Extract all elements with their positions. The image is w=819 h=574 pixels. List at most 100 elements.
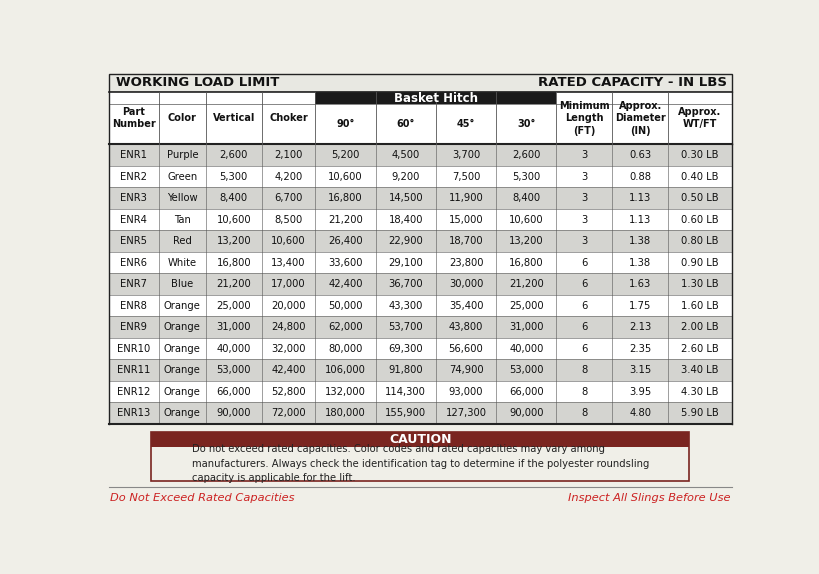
- Text: 1.63: 1.63: [628, 279, 650, 289]
- Text: 4.30 LB: 4.30 LB: [681, 387, 717, 397]
- Text: Color: Color: [168, 113, 197, 123]
- Text: 42,400: 42,400: [328, 279, 362, 289]
- Text: 20,000: 20,000: [271, 301, 305, 311]
- Text: 5,300: 5,300: [219, 172, 247, 181]
- Text: 13,200: 13,200: [216, 236, 251, 246]
- Text: RATED CAPACITY - IN LBS: RATED CAPACITY - IN LBS: [537, 76, 726, 89]
- Bar: [109, 73, 731, 92]
- Text: 90°: 90°: [336, 119, 354, 129]
- Text: 16,800: 16,800: [328, 193, 362, 203]
- Text: 3,700: 3,700: [451, 150, 480, 160]
- Text: 4,500: 4,500: [391, 150, 419, 160]
- Text: 0.60 LB: 0.60 LB: [681, 215, 718, 224]
- Text: 2.00 LB: 2.00 LB: [681, 322, 718, 332]
- Text: 16,800: 16,800: [509, 258, 543, 267]
- Bar: [109, 209, 731, 230]
- Bar: [109, 187, 731, 209]
- Text: Inspect All Slings Before Use: Inspect All Slings Before Use: [567, 492, 730, 503]
- Text: 90,000: 90,000: [509, 408, 543, 418]
- Text: 132,000: 132,000: [324, 387, 365, 397]
- Text: Yellow: Yellow: [167, 193, 197, 203]
- Text: ENR11: ENR11: [117, 365, 151, 375]
- Text: ENR7: ENR7: [120, 279, 147, 289]
- Text: 5,200: 5,200: [331, 150, 360, 160]
- Text: Approx.
Diameter
(IN): Approx. Diameter (IN): [614, 101, 665, 135]
- Text: ENR9: ENR9: [120, 322, 147, 332]
- Text: 4,200: 4,200: [274, 172, 302, 181]
- Text: 3.95: 3.95: [628, 387, 650, 397]
- Text: 8: 8: [581, 387, 586, 397]
- Text: 2,100: 2,100: [274, 150, 302, 160]
- Text: Choker: Choker: [269, 113, 307, 123]
- Text: 40,000: 40,000: [509, 344, 543, 354]
- Text: 0.90 LB: 0.90 LB: [681, 258, 718, 267]
- Text: 10,600: 10,600: [216, 215, 251, 224]
- Text: Vertical: Vertical: [212, 113, 255, 123]
- Text: 1.60 LB: 1.60 LB: [681, 301, 718, 311]
- Text: Purple: Purple: [166, 150, 198, 160]
- Text: 10,600: 10,600: [271, 236, 305, 246]
- Text: 0.63: 0.63: [628, 150, 650, 160]
- Text: 2.60 LB: 2.60 LB: [681, 344, 718, 354]
- Text: 3: 3: [581, 193, 586, 203]
- Text: 4.80: 4.80: [628, 408, 650, 418]
- Text: 6: 6: [581, 279, 587, 289]
- Text: ENR8: ENR8: [120, 301, 147, 311]
- Text: 43,800: 43,800: [448, 322, 482, 332]
- Text: 22,900: 22,900: [388, 236, 423, 246]
- Bar: [109, 359, 731, 381]
- Text: 13,400: 13,400: [271, 258, 305, 267]
- Text: 16,800: 16,800: [216, 258, 251, 267]
- Text: 1.13: 1.13: [628, 193, 650, 203]
- Text: Orange: Orange: [164, 344, 201, 354]
- Text: 1.38: 1.38: [628, 236, 650, 246]
- Text: 33,600: 33,600: [328, 258, 362, 267]
- Bar: [109, 273, 731, 295]
- Text: 31,000: 31,000: [509, 322, 543, 332]
- Text: White: White: [168, 258, 197, 267]
- Text: 8: 8: [581, 408, 586, 418]
- Bar: [109, 252, 731, 273]
- Bar: [109, 166, 731, 187]
- Text: Approx.
WT/FT: Approx. WT/FT: [677, 107, 721, 129]
- Text: 32,000: 32,000: [271, 344, 305, 354]
- Bar: [109, 144, 731, 166]
- Bar: [152, 432, 688, 481]
- Text: Orange: Orange: [164, 408, 201, 418]
- Text: CAUTION: CAUTION: [388, 433, 451, 446]
- Text: 60°: 60°: [396, 119, 414, 129]
- Text: 25,000: 25,000: [509, 301, 543, 311]
- Text: 8: 8: [581, 365, 586, 375]
- Text: 21,200: 21,200: [509, 279, 543, 289]
- Bar: [109, 338, 731, 359]
- Text: 9,200: 9,200: [391, 172, 419, 181]
- Text: 6,700: 6,700: [274, 193, 302, 203]
- Text: 106,000: 106,000: [324, 365, 365, 375]
- Bar: [152, 432, 688, 447]
- Text: 8,400: 8,400: [219, 193, 247, 203]
- Text: Part
Number: Part Number: [112, 107, 156, 129]
- Text: 11,900: 11,900: [448, 193, 483, 203]
- Text: 53,700: 53,700: [388, 322, 423, 332]
- Text: 18,700: 18,700: [448, 236, 482, 246]
- Text: 3.15: 3.15: [628, 365, 650, 375]
- Text: 3: 3: [581, 150, 586, 160]
- Text: Orange: Orange: [164, 322, 201, 332]
- Text: 6: 6: [581, 322, 587, 332]
- Text: 23,800: 23,800: [448, 258, 482, 267]
- Text: 2,600: 2,600: [512, 150, 540, 160]
- Text: 80,000: 80,000: [328, 344, 362, 354]
- Text: 6: 6: [581, 301, 587, 311]
- Text: ENR12: ENR12: [117, 387, 151, 397]
- Text: Do Not Exceed Rated Capacities: Do Not Exceed Rated Capacities: [110, 492, 294, 503]
- Text: Red: Red: [173, 236, 192, 246]
- Text: 56,600: 56,600: [448, 344, 483, 354]
- Text: 90,000: 90,000: [216, 408, 251, 418]
- Text: 8,500: 8,500: [274, 215, 302, 224]
- Text: 26,400: 26,400: [328, 236, 362, 246]
- Text: 43,300: 43,300: [388, 301, 423, 311]
- Text: Do not exceed rated capacities. Color codes and rated capacities may vary among
: Do not exceed rated capacities. Color co…: [192, 444, 648, 483]
- Text: Minimum
Length
(FT): Minimum Length (FT): [559, 101, 609, 135]
- Text: ENR4: ENR4: [120, 215, 147, 224]
- Text: 1.13: 1.13: [628, 215, 650, 224]
